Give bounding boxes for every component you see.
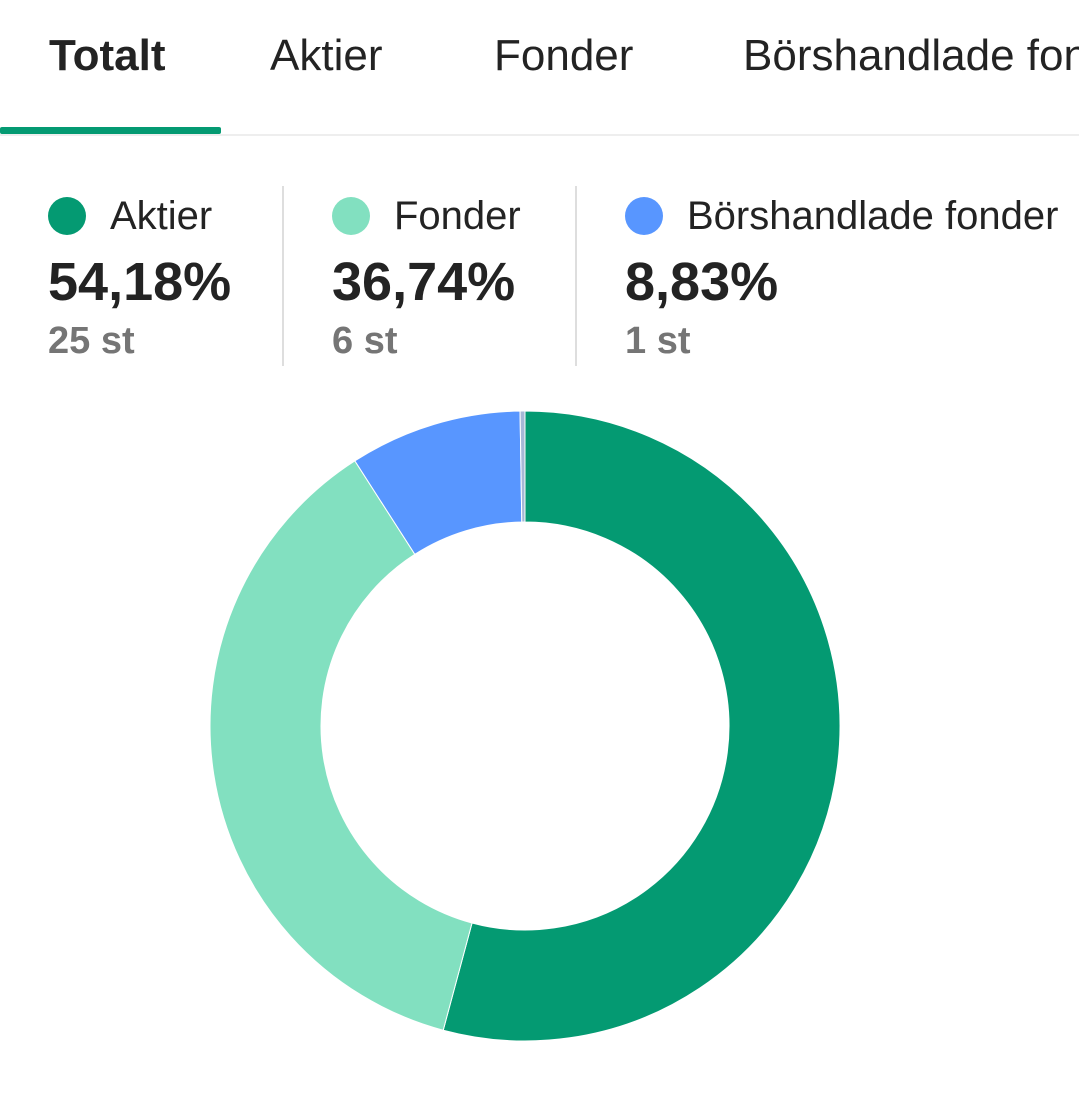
legend-item-aktier: Aktier 54,18% 25 st: [48, 186, 278, 366]
legend-count-borshandlade-fonder: 1 st: [625, 320, 691, 362]
donut-slice-other[interactable]: [519, 410, 526, 523]
donut-slice-aktier[interactable]: [442, 410, 841, 1042]
legend-count-aktier: 25 st: [48, 320, 135, 362]
legend-count-fonder: 6 st: [332, 320, 398, 362]
legend-label-aktier: Aktier: [110, 194, 213, 238]
borshandlade-color-dot: [625, 197, 663, 235]
legend-percent-fonder: 36,74%: [332, 252, 516, 312]
fonder-color-dot: [332, 197, 370, 235]
tab-bar: Totalt Aktier Fonder Börshandlade fonder: [0, 0, 1079, 136]
legend-label-borshandlade-fonder: Börshandlade fonder: [687, 194, 1059, 238]
legend-label-fonder: Fonder: [394, 194, 521, 238]
allocation-donut-chart: [209, 410, 841, 1042]
legend-item-fonder: Fonder 36,74% 6 st: [332, 186, 572, 366]
donut-slice-fonder[interactable]: [209, 460, 473, 1031]
tab-totalt[interactable]: Totalt: [49, 31, 166, 80]
tab-aktier[interactable]: Aktier: [270, 31, 383, 80]
legend-percent-borshandlade-fonder: 8,83%: [625, 252, 779, 312]
legend-item-borshandlade-fonder: Börshandlade fonder 8,83% 1 st: [625, 186, 1079, 366]
aktier-color-dot: [48, 197, 86, 235]
legend-divider: [575, 186, 577, 366]
tab-borshandlade-fonder[interactable]: Börshandlade fonder: [743, 31, 1079, 80]
allocation-legend: Aktier 54,18% 25 st Fonder 36,74% 6 st B…: [0, 186, 1079, 366]
tab-fonder[interactable]: Fonder: [494, 31, 634, 80]
donut-chart-svg: [209, 410, 841, 1042]
legend-percent-aktier: 54,18%: [48, 252, 232, 312]
legend-divider: [282, 186, 284, 366]
active-tab-indicator: [0, 127, 221, 134]
